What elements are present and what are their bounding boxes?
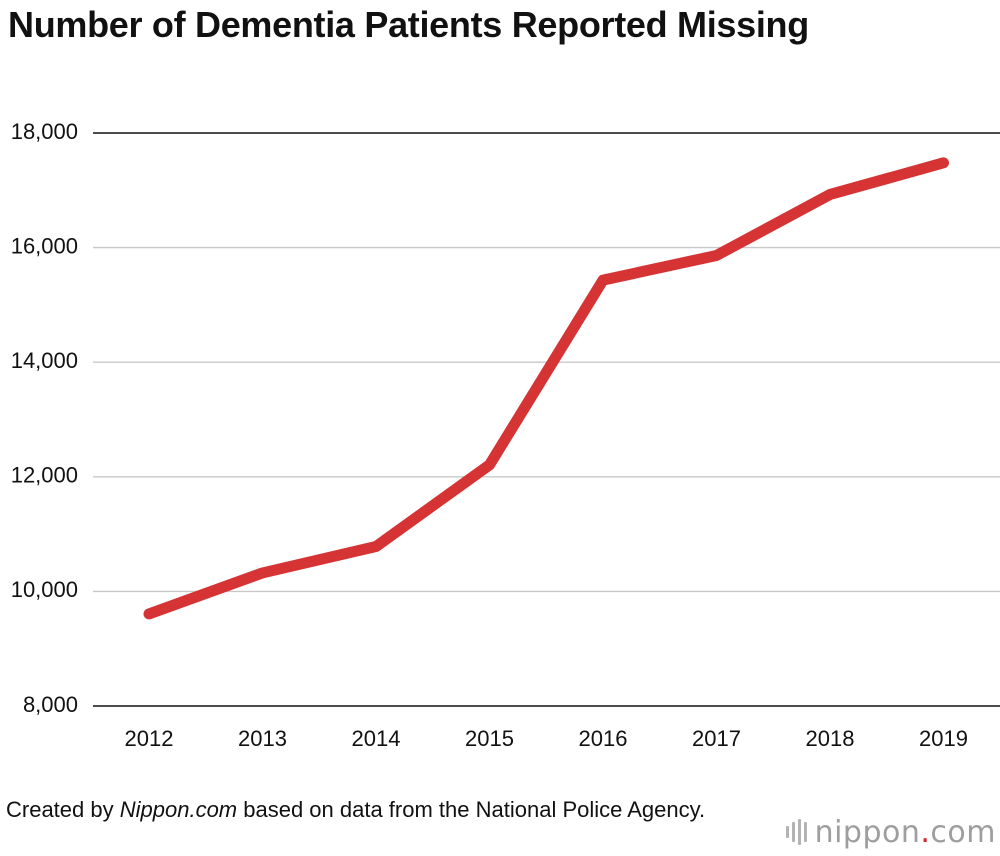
chart-title: Number of Dementia Patients Reported Mis… (8, 4, 809, 45)
y-axis-ticks: 8,000 10,000 12,000 14,000 16,000 18,000 (11, 119, 78, 717)
brand-bars-icon (785, 819, 807, 845)
brand-wordmark: nippon.com (815, 815, 996, 850)
source-suffix: based on data from the National Police A… (237, 797, 706, 822)
x-tick-label: 2019 (919, 726, 968, 751)
x-tick-label: 2013 (238, 726, 287, 751)
brand-logo: nippon.com (785, 812, 996, 852)
series-line (143, 157, 949, 620)
x-tick-label: 2018 (806, 726, 855, 751)
x-tick-label: 2015 (465, 726, 514, 751)
y-tick-label: 16,000 (11, 233, 78, 258)
source-note: Created by Nippon.com based on data from… (6, 796, 706, 824)
y-tick-label: 12,000 (11, 463, 78, 488)
x-axis-ticks: 2012 2013 2014 2015 2016 2017 2018 2019 (125, 726, 968, 751)
gridlines (93, 132, 1000, 707)
y-tick-label: 14,000 (11, 348, 78, 373)
brand-name: nippon (814, 814, 921, 850)
x-tick-label: 2014 (352, 726, 401, 751)
x-tick-label: 2016 (579, 726, 628, 751)
series-group (143, 157, 949, 620)
source-prefix: Created by (6, 797, 120, 822)
y-tick-label: 18,000 (11, 119, 78, 144)
x-tick-label: 2012 (125, 726, 174, 751)
x-tick-label: 2017 (692, 726, 741, 751)
y-tick-label: 10,000 (11, 577, 78, 602)
y-tick-label: 8,000 (23, 692, 78, 717)
line-chart: 8,000 10,000 12,000 14,000 16,000 18,000 2012… (11, 119, 1000, 751)
source-name: Nippon.com (119, 797, 238, 822)
brand-tld: com (930, 814, 996, 850)
brand-dot: . (920, 814, 931, 850)
